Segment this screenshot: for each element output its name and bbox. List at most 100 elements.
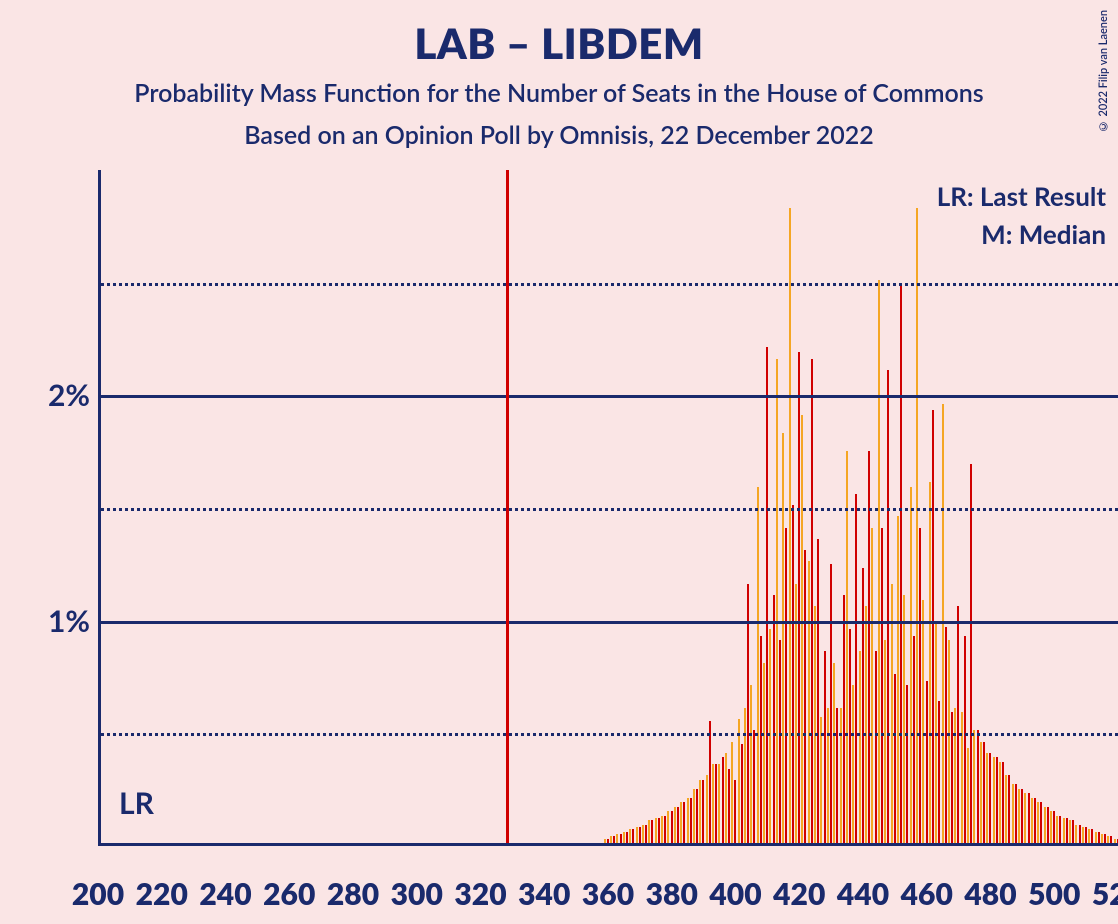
pmf-bar: [836, 708, 838, 843]
pmf-bar: [1107, 836, 1109, 843]
pmf-bar: [938, 701, 940, 843]
copyright-text: © 2022 Filip van Laenen: [1097, 10, 1110, 132]
pmf-bar: [964, 636, 966, 843]
pmf-bar: [827, 708, 829, 843]
pmf-bar: [903, 595, 905, 843]
pmf-bar: [1091, 829, 1093, 843]
pmf-bar: [865, 606, 867, 843]
pmf-bar: [840, 708, 842, 843]
pmf-bar: [789, 208, 791, 843]
pmf-bar: [801, 415, 803, 843]
pmf-bar: [1098, 832, 1100, 843]
pmf-bar: [980, 742, 982, 843]
pmf-bar: [722, 757, 724, 843]
pmf-bar: [929, 482, 931, 843]
pmf-bar: [1040, 802, 1042, 843]
pmf-bar: [1053, 811, 1055, 843]
pmf-bar: [1079, 825, 1081, 843]
pmf-bar: [1101, 834, 1103, 843]
pmf-bar: [973, 730, 975, 843]
pmf-bar: [916, 208, 918, 843]
pmf-bar: [648, 820, 650, 843]
pmf-bar: [1075, 825, 1077, 843]
pmf-bar: [680, 802, 682, 843]
pmf-bar: [664, 816, 666, 843]
pmf-bar: [897, 516, 899, 843]
pmf-bar: [1050, 811, 1052, 843]
gridline-minor: [101, 733, 1118, 736]
pmf-bar: [830, 564, 832, 843]
pmf-bar: [690, 798, 692, 843]
pmf-bar: [1024, 793, 1026, 843]
main-title: LAB – LIBDEM: [0, 18, 1118, 68]
pmf-bar: [651, 820, 653, 843]
pmf-bar: [906, 685, 908, 843]
pmf-bar: [757, 487, 759, 843]
x-tick-label: 400: [709, 876, 761, 912]
x-tick-label: 420: [773, 876, 825, 912]
pmf-bar: [773, 595, 775, 843]
pmf-bar: [887, 370, 889, 843]
pmf-bar: [871, 528, 873, 843]
pmf-bar: [1002, 762, 1004, 843]
pmf-bar: [766, 347, 768, 843]
pmf-bar: [983, 742, 985, 843]
pmf-bar: [970, 464, 972, 843]
pmf-bar: [776, 359, 778, 843]
pmf-bar: [661, 816, 663, 843]
pmf-bar: [1044, 807, 1046, 843]
y-tick-label: 1%: [28, 603, 90, 639]
lr-line: [506, 170, 509, 843]
pmf-bar: [636, 827, 638, 843]
x-tick-label: 240: [199, 876, 251, 912]
pmf-bar: [824, 651, 826, 843]
pmf-bar: [639, 827, 641, 843]
gridline-minor: [101, 283, 1118, 286]
pmf-bar: [957, 606, 959, 843]
pmf-bar: [961, 712, 963, 843]
x-tick-label: 500: [1028, 876, 1080, 912]
x-tick-label: 280: [327, 876, 379, 912]
pmf-bar: [913, 636, 915, 843]
pmf-bar: [999, 762, 1001, 843]
pmf-bar: [1037, 802, 1039, 843]
pmf-bar: [613, 836, 615, 843]
pmf-bar: [932, 410, 934, 843]
pmf-bar: [671, 811, 673, 843]
pmf-bar: [1034, 798, 1036, 843]
pmf-bar: [977, 730, 979, 843]
pmf-bar: [632, 829, 634, 843]
x-axis-labels: 2002202402602803003203403603804004204404…: [98, 876, 1118, 920]
pmf-bar: [1114, 839, 1116, 844]
pmf-bar: [884, 640, 886, 843]
x-tick-label: 440: [837, 876, 889, 912]
pmf-bar: [1088, 829, 1090, 843]
pmf-bar: [894, 674, 896, 843]
pmf-bar: [744, 708, 746, 843]
pmf-bar: [683, 802, 685, 843]
pmf-bar: [811, 359, 813, 843]
pmf-bar: [693, 789, 695, 843]
pmf-bar: [1056, 816, 1058, 843]
pmf-bar: [1015, 784, 1017, 843]
pmf-bar: [607, 839, 609, 844]
pmf-bar: [1028, 793, 1030, 843]
pmf-bar: [808, 561, 810, 843]
pmf-bar: [1085, 827, 1087, 843]
pmf-bar: [814, 606, 816, 843]
x-tick-label: 340: [518, 876, 570, 912]
pmf-bar: [702, 780, 704, 843]
pmf-bar: [728, 769, 730, 843]
gridline-major: [101, 395, 1118, 398]
pmf-bar: [642, 825, 644, 843]
pmf-bar: [629, 829, 631, 843]
x-tick-label: 200: [72, 876, 124, 912]
pmf-bar: [667, 811, 669, 843]
pmf-bar: [604, 839, 606, 844]
pmf-bar: [706, 775, 708, 843]
pmf-bar: [1066, 818, 1068, 843]
pmf-bar: [926, 681, 928, 843]
pmf-bar: [1110, 836, 1112, 843]
pmf-bar: [687, 798, 689, 843]
pmf-bar: [1095, 832, 1097, 843]
